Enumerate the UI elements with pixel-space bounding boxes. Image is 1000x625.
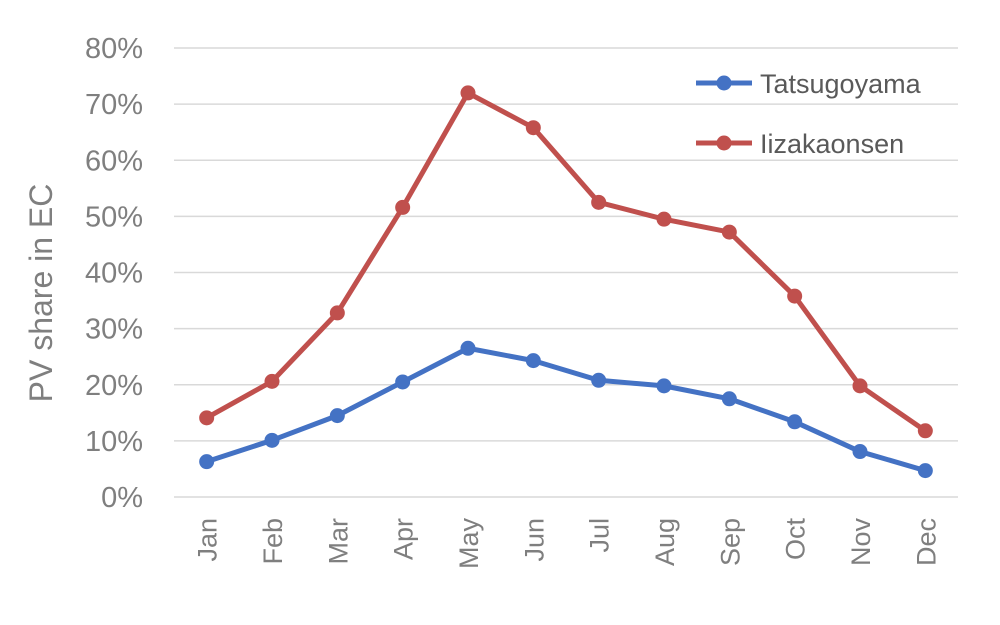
data-point bbox=[721, 224, 737, 240]
data-point bbox=[329, 305, 345, 321]
y-tick-label: 60% bbox=[85, 145, 143, 177]
x-tick-label: Nov bbox=[846, 518, 876, 567]
data-point bbox=[917, 463, 933, 479]
data-point bbox=[199, 410, 215, 426]
data-point bbox=[721, 391, 737, 407]
x-tick-label: Apr bbox=[389, 518, 419, 560]
data-point bbox=[787, 414, 803, 430]
data-point bbox=[264, 432, 280, 448]
data-point bbox=[329, 408, 345, 424]
data-point bbox=[917, 423, 933, 439]
data-point bbox=[395, 199, 411, 215]
x-tick-label: Mar bbox=[323, 518, 353, 565]
data-point bbox=[852, 378, 868, 394]
x-tick-label: Sep bbox=[715, 518, 745, 566]
y-axis-label: PV share in EC bbox=[23, 184, 59, 403]
data-point bbox=[460, 340, 476, 356]
y-tick-label: 70% bbox=[85, 89, 143, 121]
x-tick-label: Jun bbox=[519, 518, 549, 562]
data-point bbox=[591, 194, 607, 210]
y-tick-label: 80% bbox=[85, 33, 143, 65]
y-tick-label: 40% bbox=[85, 258, 143, 290]
x-tick-label: May bbox=[454, 518, 484, 570]
gridlines bbox=[174, 47, 958, 498]
data-point bbox=[525, 353, 541, 369]
series-layer bbox=[199, 85, 933, 479]
data-point bbox=[656, 211, 672, 227]
legend-marker bbox=[716, 75, 732, 91]
legend-label: Tatsugoyama bbox=[760, 69, 922, 99]
data-point bbox=[395, 374, 411, 390]
data-point bbox=[852, 444, 868, 460]
y-tick-label: 50% bbox=[85, 201, 143, 233]
y-tick-label: 30% bbox=[85, 314, 143, 346]
data-point bbox=[460, 85, 476, 101]
y-tick-label: 20% bbox=[85, 370, 143, 402]
y-tick-label: 0% bbox=[101, 482, 143, 514]
x-tick-label: Feb bbox=[258, 518, 288, 565]
x-tick-label: Oct bbox=[781, 518, 811, 561]
y-axis-ticks: 0% 10% 20% 30% 40% 50% 60% 70% 80% bbox=[85, 33, 143, 514]
data-point bbox=[199, 454, 215, 470]
x-tick-label: Jan bbox=[193, 518, 223, 562]
legend-label: Iizakaonsen bbox=[760, 129, 904, 159]
legend: Tatsugoyama Iizakaonsen bbox=[696, 69, 922, 159]
series-line-tatsugoyama bbox=[204, 345, 928, 474]
x-tick-label: Dec bbox=[911, 518, 941, 566]
y-tick-label: 10% bbox=[85, 426, 143, 458]
x-tick-label: Aug bbox=[650, 518, 680, 566]
data-point bbox=[787, 288, 803, 304]
x-axis-ticks: Jan Feb Mar Apr May Jun Jul Aug Sep Oct Nov Dec bbox=[193, 518, 942, 570]
legend-marker bbox=[716, 135, 732, 151]
data-point bbox=[525, 120, 541, 136]
data-point bbox=[656, 378, 672, 394]
x-tick-label: Jul bbox=[585, 518, 615, 553]
data-point bbox=[591, 372, 607, 388]
data-point bbox=[264, 373, 280, 389]
series-line-iizakaonsen bbox=[204, 90, 928, 434]
